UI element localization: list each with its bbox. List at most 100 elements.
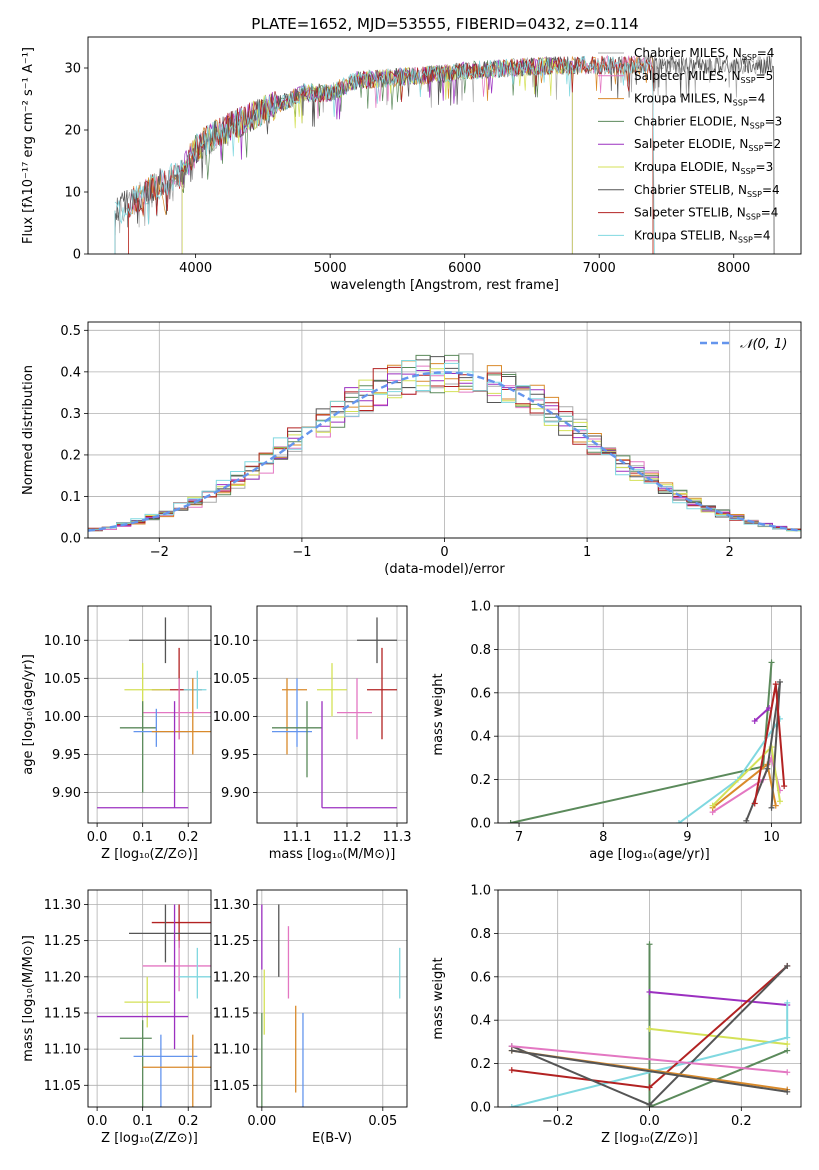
axes-mass_vs_ebv: 0.00 0.05 11.05 11.10 11.15 11.20 11.25 11.30 E(… <box>213 889 408 1146</box>
x-axis-label: E(B-V) <box>312 1131 352 1146</box>
legend-label: Chabrier STELIB, NSSP=4 <box>634 183 780 199</box>
y-tick-label: 11.15 <box>44 1006 81 1021</box>
axes-frame <box>87 36 802 255</box>
x-tick-label: 9 <box>683 830 691 845</box>
y-tick-label: 9.95 <box>52 748 81 763</box>
y-tick-label: 30 <box>64 62 81 77</box>
x-tick-label: 4000 <box>179 261 212 276</box>
figure-title: PLATE=1652, MJD=53555, FIBERID=0432, z=0… <box>251 15 638 33</box>
x-axis-label: Z [log₁₀(Z/Z⊙)] <box>101 847 198 862</box>
axes-frame <box>256 889 408 1108</box>
axes-residuals: −2 −1 0 1 2 0.0 0.1 0.2 0.3 0.4 0.5 (data-model)/er… <box>21 321 802 577</box>
y-tick-label: 0.8 <box>470 643 491 658</box>
weight-line <box>511 1049 788 1093</box>
weight-line <box>648 944 788 1107</box>
axes-spectrum: 4000 5000 6000 7000 8000 0 10 20 30 wavelength [A… <box>21 36 802 293</box>
y-tick-label: 10.10 <box>44 634 81 649</box>
x-tick-label: 0.2 <box>178 830 199 845</box>
x-tick-label: 8000 <box>717 261 750 276</box>
axes-frame <box>87 605 212 824</box>
y-axis-label: mass [log₁₀(M/M⊙)] <box>21 935 36 1062</box>
legend-label: Salpeter MILES, NSSP=5 <box>634 69 773 85</box>
axes-age_vs_mass: 11.1 11.2 11.3 9.90 9.95 10.00 10.05 10.10 mass … <box>213 605 412 862</box>
axes-age_vs_Z: 0.0 0.1 0.2 9.90 9.95 10.00 10.05 10.10 Z [log₁₀… <box>21 605 212 862</box>
y-tick-label: 11.30 <box>44 898 81 913</box>
y-tick-label: 1.0 <box>470 884 491 899</box>
plot-area-mass_vs_Z <box>97 904 211 1107</box>
y-tick-label: 10.05 <box>44 672 81 687</box>
x-tick-label: 0.00 <box>247 1114 276 1129</box>
y-axis-label: age [log₁₀(age/yr)] <box>21 654 36 775</box>
plot-area-mass_vs_ebv <box>261 904 401 1107</box>
gaussian-curve <box>88 371 801 532</box>
x-tick-label: 0.1 <box>132 1114 153 1129</box>
legend-label: 𝒩(0, 1) <box>740 337 787 352</box>
weight-line <box>649 991 788 1006</box>
y-tick-label: 9.90 <box>221 786 250 801</box>
y-tick-label: 9.90 <box>52 786 81 801</box>
y-tick-label: 0.4 <box>60 365 81 380</box>
x-axis-label: Z [log₁₀(Z/Z⊙)] <box>601 1131 698 1146</box>
axes-frame <box>497 889 802 1108</box>
y-axis-label: mass weight <box>431 673 446 755</box>
x-tick-label: 11.3 <box>383 830 412 845</box>
x-axis-label: wavelength [Angstrom, rest frame] <box>330 278 559 293</box>
y-tick-label: 10.00 <box>44 710 81 725</box>
plot-area-weight_vs_Z <box>508 941 791 1107</box>
x-tick-label: 7 <box>515 830 523 845</box>
x-axis-label: mass [log₁₀(M/M⊙)] <box>269 847 396 862</box>
y-tick-label: 11.20 <box>44 970 81 985</box>
y-tick-label: 0.2 <box>470 1057 491 1072</box>
axes-weight_vs_age: 7 8 9 10 0.0 0.2 0.4 0.6 0.8 1.0 age [log₁₀(age/yr… <box>431 600 802 862</box>
x-tick-label: 0.2 <box>731 1114 752 1129</box>
x-tick-label: 10 <box>763 830 780 845</box>
histogram-step <box>88 360 801 532</box>
x-tick-label: 8 <box>599 830 607 845</box>
y-tick-label: 11.15 <box>213 1006 250 1021</box>
y-tick-label: 0.0 <box>470 817 491 832</box>
x-tick-label: 0.0 <box>639 1114 660 1129</box>
y-tick-label: 0 <box>73 248 81 263</box>
axes-frame <box>497 605 802 824</box>
plot-area-age_vs_Z <box>97 617 211 809</box>
y-tick-label: 11.25 <box>44 934 81 949</box>
x-tick-label: 1 <box>583 545 591 560</box>
y-tick-label: 20 <box>64 124 81 139</box>
y-tick-label: 11.05 <box>44 1079 81 1094</box>
x-tick-label: 7000 <box>583 261 616 276</box>
weight-line <box>511 1045 788 1074</box>
axes-frame <box>256 605 408 824</box>
weight-line <box>754 707 770 722</box>
x-tick-label: −2 <box>150 545 169 560</box>
axes-frame <box>87 889 212 1108</box>
y-tick-label: 0.8 <box>470 927 491 942</box>
y-tick-label: 10.00 <box>213 710 250 725</box>
y-tick-label: 1.0 <box>470 600 491 615</box>
y-tick-label: 10.10 <box>213 634 250 649</box>
legend-label: Salpeter STELIB, NSSP=4 <box>634 206 778 222</box>
legend-label: Chabrier ELODIE, NSSP=3 <box>634 114 782 130</box>
legend-label: Kroupa MILES, NSSP=4 <box>634 92 765 108</box>
y-axis-label: Flux [fλ10⁻¹⁷ erg cm⁻² s⁻¹ A⁻¹] <box>21 47 36 244</box>
y-tick-label: 9.95 <box>221 748 250 763</box>
y-tick-label: 0.2 <box>60 448 81 463</box>
y-tick-label: 11.10 <box>44 1043 81 1058</box>
y-tick-label: 0.3 <box>60 407 81 422</box>
y-tick-label: 0.4 <box>470 730 491 745</box>
y-tick-label: 0.4 <box>470 1014 491 1029</box>
y-tick-label: 11.10 <box>213 1043 250 1058</box>
legend-label: Chabrier MILES, NSSP=4 <box>634 46 774 62</box>
x-tick-label: 2 <box>726 545 734 560</box>
x-tick-label: 0.0 <box>87 1114 108 1129</box>
y-tick-label: 10.05 <box>213 672 250 687</box>
axes-mass_vs_Z: 0.0 0.1 0.2 11.05 11.10 11.15 11.20 11.25 11.30 Z… <box>21 889 212 1146</box>
y-tick-label: 0.6 <box>470 686 491 701</box>
axes-frame <box>87 321 802 539</box>
axes-weight_vs_Z: −0.2 0.0 0.2 0.0 0.2 0.4 0.6 0.8 1.0 Z [log₁₀(Z/Z… <box>431 884 802 1146</box>
x-tick-label: 11.2 <box>333 830 362 845</box>
y-axis-label: mass weight <box>431 957 446 1039</box>
legend-label: Kroupa ELODIE, NSSP=3 <box>634 160 773 176</box>
y-tick-label: 11.30 <box>213 898 250 913</box>
